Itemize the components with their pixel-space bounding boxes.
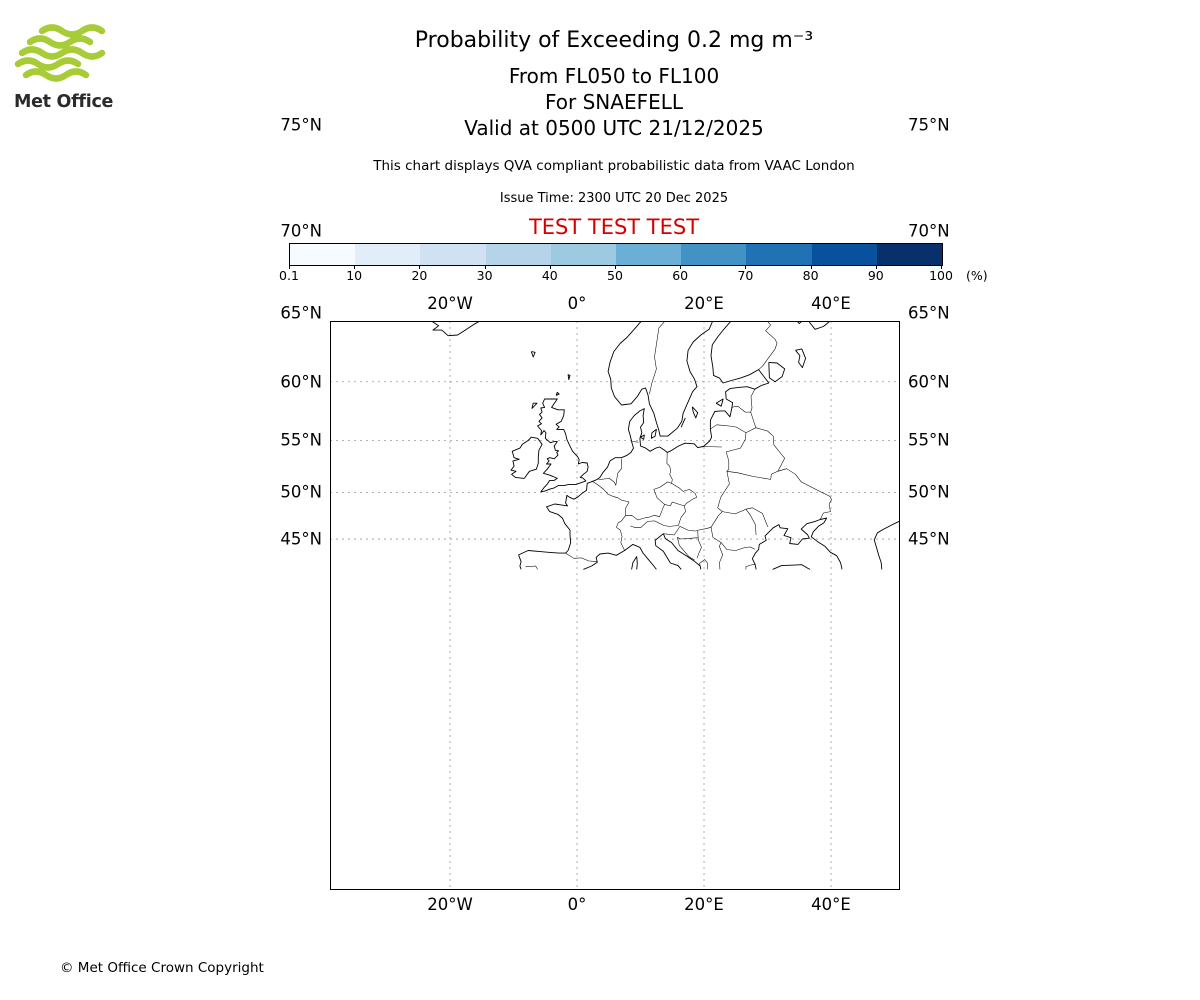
colorbar-segment [746, 244, 812, 265]
lat-tick-label-left: 60°N [280, 372, 322, 392]
subtitle-volcano: For SNAEFELL [544, 90, 684, 114]
subtitle-valid-time: Valid at 0500 UTC 21/12/2025 [464, 116, 764, 140]
lat-tick-label-right: 60°N [908, 372, 950, 392]
subtitle-flight-levels: From FL050 to FL100 [508, 64, 720, 88]
met-office-logo-text: Met Office [14, 92, 114, 112]
qva-info-text: This chart displays QVA compliant probab… [373, 158, 855, 174]
colorbar-tick-mark [549, 265, 551, 269]
gridlines [330, 321, 900, 890]
test-banner: TEST TEST TEST [528, 215, 700, 239]
lat-tick-label-left: 75°N [280, 115, 322, 135]
colorbar-tick-label: 50 [607, 268, 623, 283]
met-office-waves-icon [14, 24, 106, 82]
colorbar-tick-mark [289, 265, 290, 269]
colorbar-tick-label: 60 [672, 268, 689, 283]
colorbar-tick-label: 10 [346, 268, 363, 283]
colorbar-tick-mark [810, 265, 812, 269]
colorbar-tick-mark [484, 265, 486, 269]
lon-tick-label-top: 40°E [811, 294, 851, 313]
colorbar-unit-label: (%) [966, 268, 988, 283]
lat-tick-label-right: 50°N [908, 482, 950, 502]
lat-tick-label-left: 70°N [280, 221, 322, 241]
colorbar-tick-label: 30 [476, 268, 493, 283]
map-frame [330, 321, 900, 890]
lon-tick-label-bottom: 20°E [684, 895, 724, 914]
lon-tick-label-top: 20°E [684, 294, 724, 313]
country-borders-layer [525, 321, 832, 570]
colorbar-tick-label: 20 [411, 268, 428, 283]
colorbar-tick-mark [941, 265, 942, 269]
colorbar [289, 243, 943, 266]
issue-time-text: Issue Time: 2300 UTC 20 Dec 2025 [499, 191, 729, 206]
lat-tick-label-left: 65°N [280, 303, 322, 323]
colorbar-tick-mark [680, 265, 682, 269]
met-office-logo: Met Office [14, 22, 124, 112]
colorbar-tick-mark [615, 265, 616, 269]
lon-tick-label-bottom: 0° [567, 895, 587, 914]
coastlines-layer [430, 321, 900, 570]
colorbar-tick-mark [354, 265, 356, 269]
colorbar-segment [290, 244, 356, 265]
lat-tick-label-right: 65°N [908, 303, 950, 323]
colorbar-segment [485, 244, 551, 265]
colorbar-segment [616, 244, 682, 265]
lon-tick-label-top: 20°W [427, 294, 473, 313]
colorbar-segment [420, 244, 486, 265]
colorbar-tick-mark [745, 265, 747, 269]
colorbar-segment [355, 244, 421, 265]
colorbar-tick-label: 80 [802, 268, 819, 283]
chart-title: Probability of Exceeding 0.2 mg m⁻³ [414, 28, 814, 53]
lat-tick-label-right: 55°N [908, 430, 950, 450]
colorbar-tick-mark [875, 265, 877, 269]
colorbar-tick-label: 90 [867, 268, 884, 283]
colorbar-tick-label: 40 [541, 268, 558, 283]
lon-tick-label-bottom: 40°E [811, 895, 851, 914]
colorbar-segment [681, 244, 747, 265]
lat-tick-label-right: 75°N [908, 115, 950, 135]
lat-tick-label-left: 55°N [280, 430, 322, 450]
colorbar-tick-label: 70 [737, 268, 754, 283]
map-panel [330, 321, 900, 890]
lat-tick-label-right: 45°N [908, 529, 950, 549]
colorbar-tick-mark [419, 265, 421, 269]
lat-tick-label-left: 50°N [280, 482, 322, 502]
lon-tick-label-bottom: 20°W [427, 895, 473, 914]
colorbar-segment [550, 244, 617, 265]
map-svg [330, 321, 900, 890]
colorbar-segment [811, 244, 877, 265]
lat-tick-label-right: 70°N [908, 221, 950, 241]
colorbar-tick-label: 0.1 [279, 268, 299, 283]
lat-tick-label-left: 45°N [280, 529, 322, 549]
lon-tick-label-top: 0° [567, 294, 587, 313]
colorbar-segment [876, 244, 943, 265]
colorbar-tick-label: 100 [929, 268, 953, 283]
copyright-text: © Met Office Crown Copyright [60, 960, 264, 976]
